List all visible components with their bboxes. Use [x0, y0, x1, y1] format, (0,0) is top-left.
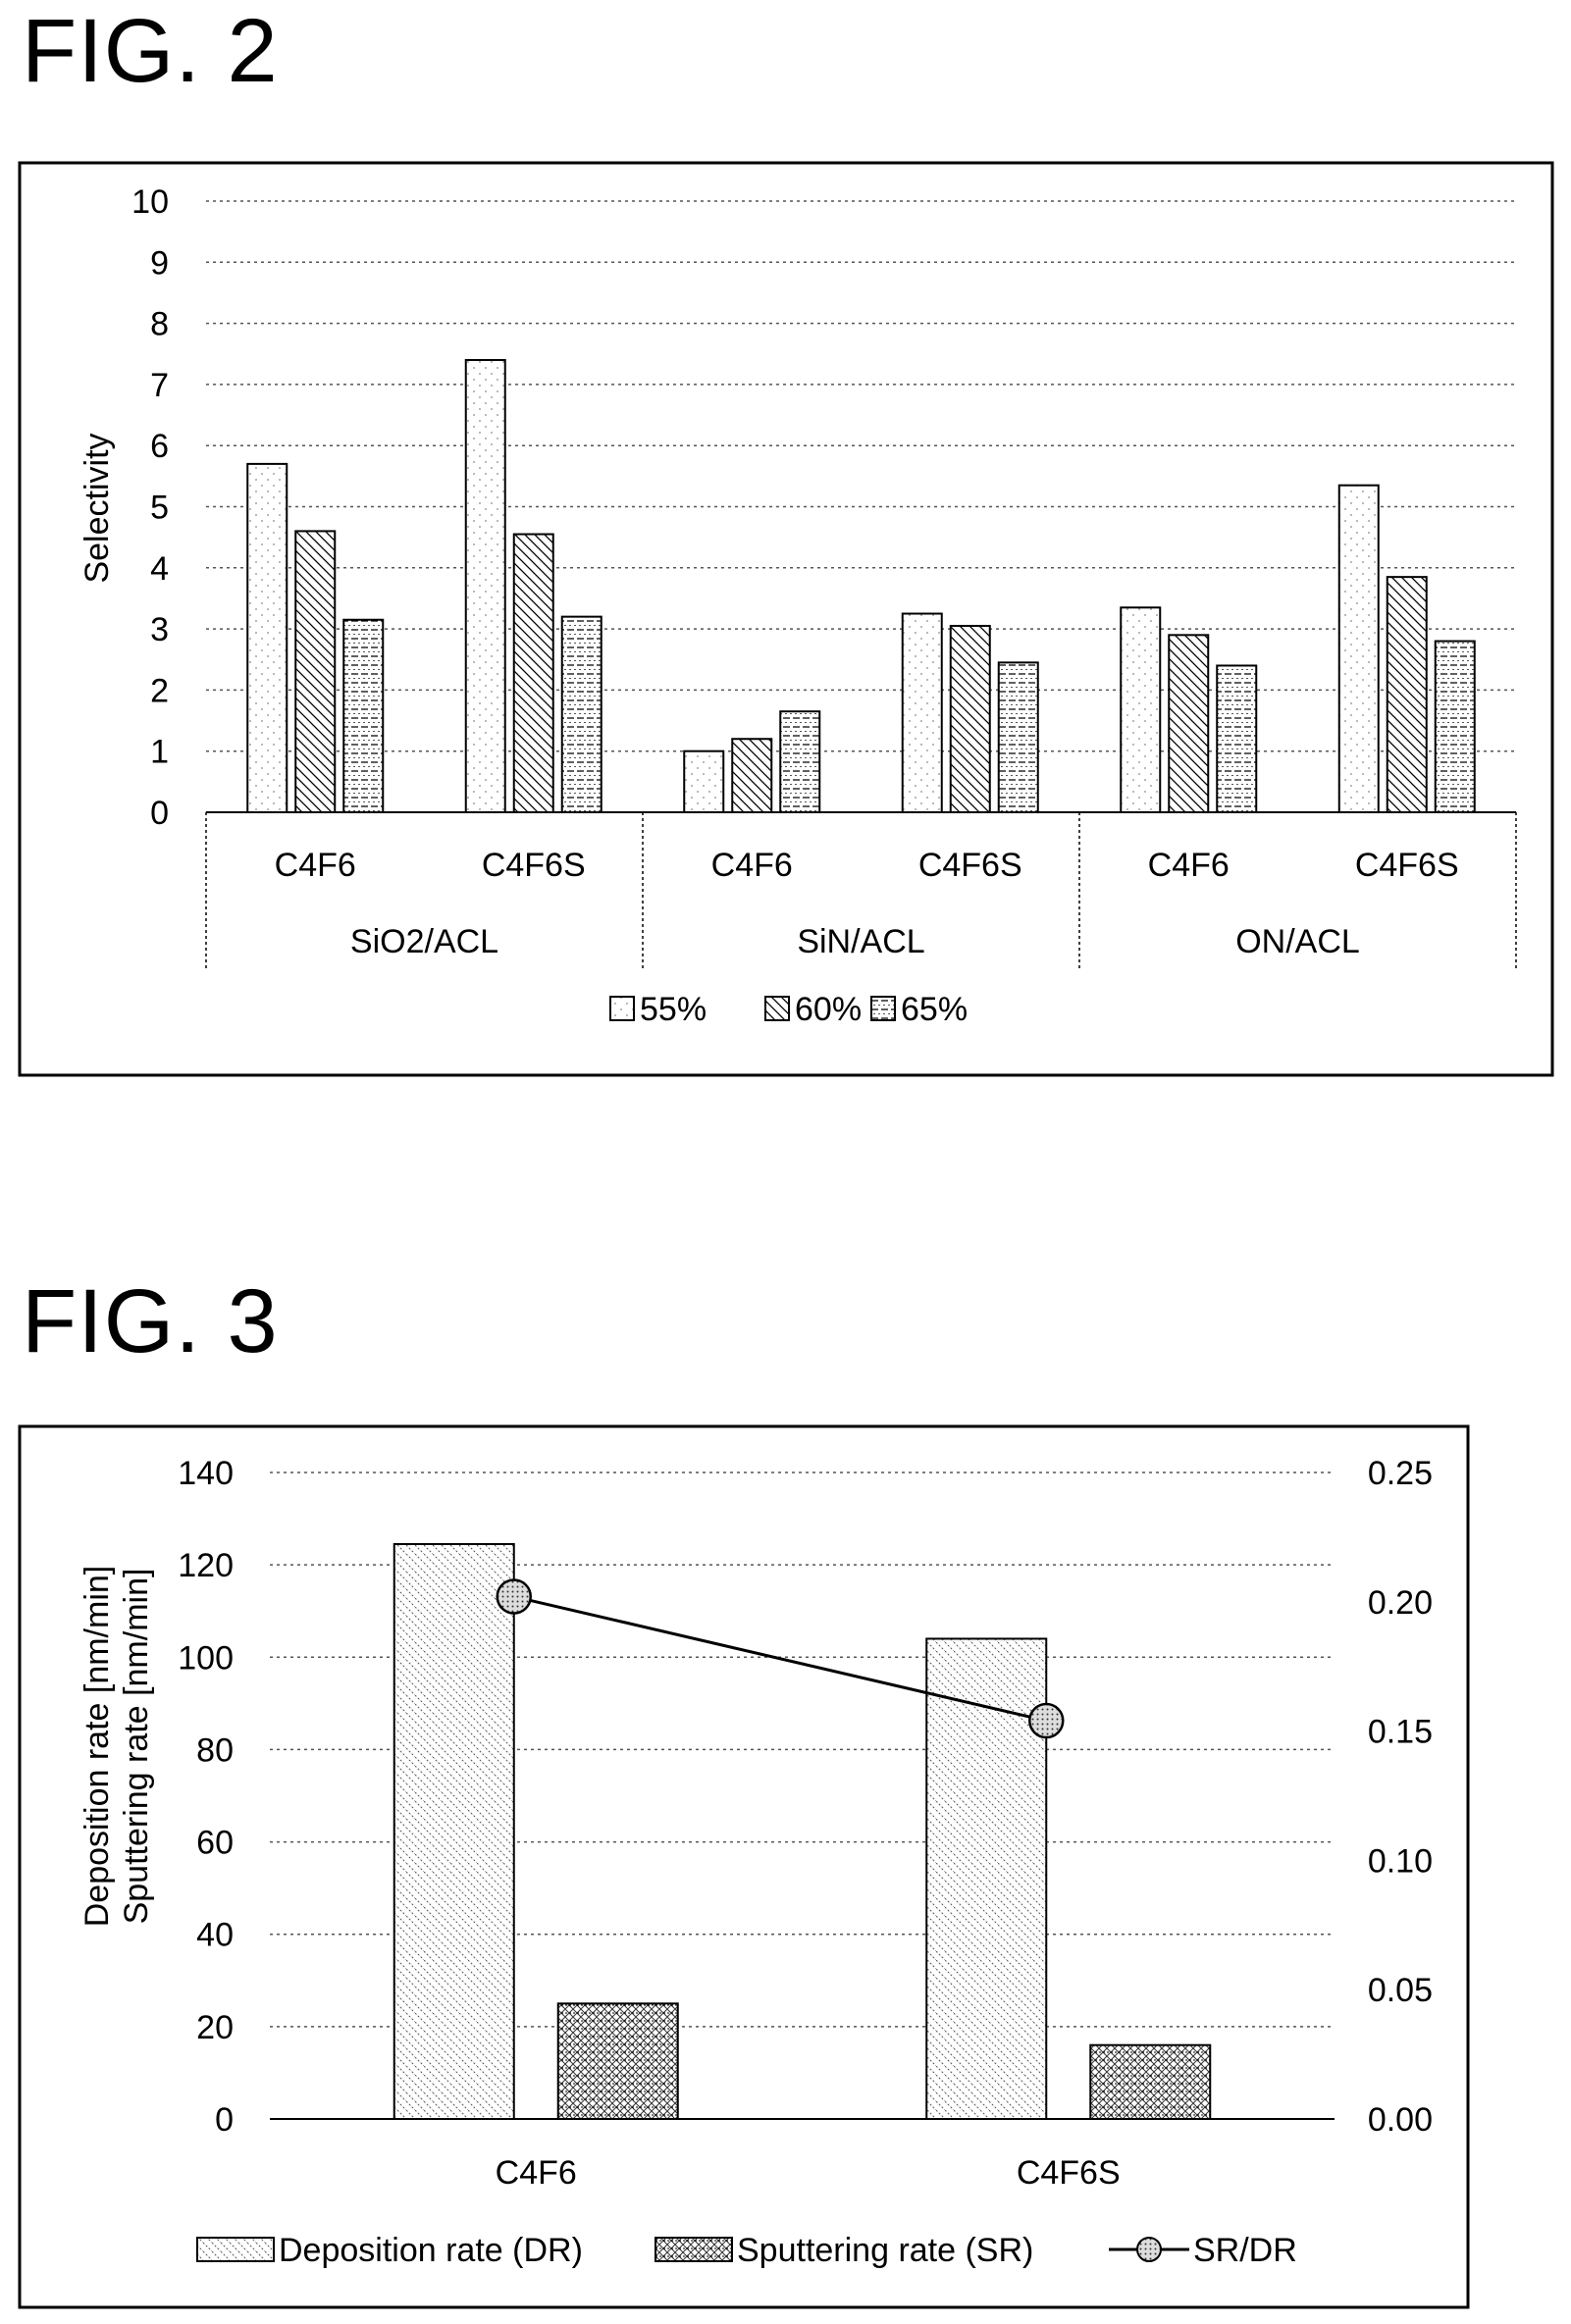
ratio-line [513, 1595, 1047, 1723]
bar-60pct-2 [731, 738, 773, 813]
ratio-point-1 [1028, 1702, 1065, 1739]
bar-65pct-0 [342, 618, 385, 813]
fig2-chart: 0 1 2 3 4 5 6 7 8 9 10 C4F6 C4F6S C4F6 C4F6S C4F6 C4F6S… [79, 183, 1517, 1028]
bar-65pct-3 [997, 661, 1039, 813]
y-tick-label: 6 [150, 428, 169, 465]
y2-tick-label: 0.10 [1368, 1842, 1433, 1880]
y-tick-label: 2 [150, 672, 169, 709]
category-label: C4F6S [918, 847, 1022, 884]
bar-60pct-4 [1168, 634, 1210, 814]
bar-55pct-3 [901, 612, 943, 814]
fig3-category-labels: C4F6 C4F6S [496, 2154, 1121, 2192]
category-label: C4F6 [496, 2154, 577, 2192]
y-tick-label: 100 [178, 1639, 234, 1677]
y-tick-label: 0 [215, 2101, 234, 2139]
y-tick-label: 120 [178, 1547, 234, 1584]
legend-swatch-sputtering [655, 2237, 733, 2262]
y-tick-label: 4 [150, 550, 169, 588]
y2-tick-label: 0.25 [1368, 1455, 1433, 1492]
bar-55pct-0 [246, 462, 288, 813]
group-label: SiO2/ACL [350, 923, 498, 960]
bar-65pct-2 [779, 710, 821, 814]
legend-label: 60% [795, 991, 862, 1028]
bar-deposition-0 [393, 1542, 515, 2120]
legend-swatch-deposition [196, 2237, 275, 2262]
y-tick-label: 0 [150, 795, 169, 832]
legend-swatch-60pct [764, 996, 790, 1021]
y2-tick-label: 0.20 [1368, 1584, 1433, 1622]
bar-sputtering-0 [556, 2002, 679, 2120]
fig2-y-axis-label: Selectivity [79, 433, 116, 583]
legend-label: 65% [901, 991, 968, 1028]
bar-deposition-1 [925, 1637, 1048, 2120]
bar-55pct-1 [464, 358, 506, 813]
fig2-gridlines [206, 200, 1516, 752]
bar-55pct-2 [683, 749, 725, 814]
y-tick-label: 10 [131, 183, 169, 221]
category-label: C4F6S [1017, 2154, 1121, 2192]
y-tick-label: 8 [150, 306, 169, 343]
y2-tick-label: 0.00 [1368, 2101, 1433, 2139]
legend-label: 55% [640, 991, 707, 1028]
fig3-chart-frame [18, 1424, 1470, 2309]
bar-65pct-1 [560, 615, 602, 814]
y-tick-label: 5 [150, 490, 169, 527]
fig3-title: FIG. 3 [22, 1271, 279, 1371]
bar-65pct-5 [1434, 640, 1476, 813]
bar-55pct-5 [1337, 484, 1380, 813]
group-label: ON/ACL [1235, 923, 1360, 960]
bar-65pct-4 [1216, 664, 1258, 813]
bar-60pct-3 [949, 624, 991, 813]
fig3-y2-tick-labels: 0.00 0.05 0.10 0.15 0.20 0.25 [1368, 1455, 1433, 2139]
y-tick-label: 3 [150, 611, 169, 648]
category-label: C4F6S [1355, 847, 1459, 884]
legend-swatch-ratio-marker [1136, 2237, 1162, 2262]
legend-label: Sputtering rate (SR) [737, 2232, 1033, 2269]
fig3-y-axis-label-deposition: Deposition rate [nm/min] [79, 1566, 116, 1928]
y-tick-label: 20 [196, 2009, 234, 2046]
fig2-bars [246, 358, 1476, 814]
legend-swatch-65pct [870, 996, 896, 1021]
y2-tick-label: 0.05 [1368, 1972, 1433, 2009]
fig3-y-axis-label-sputtering: Sputtering rate [nm/min] [118, 1569, 155, 1925]
category-label: C4F6 [1148, 847, 1230, 884]
fig3-ratio-line [496, 1578, 1065, 1739]
fig2-x-axis [205, 811, 1517, 971]
y-tick-label: 80 [196, 1731, 234, 1769]
y-tick-label: 60 [196, 1825, 234, 1862]
y-tick-label: 140 [178, 1455, 234, 1492]
bar-60pct-1 [512, 533, 554, 813]
legend-swatch-55pct [609, 996, 635, 1021]
fig3-legend: Deposition rate (DR) Sputtering rate (SR)… [196, 2232, 1297, 2269]
y-tick-label: 40 [196, 1917, 234, 1954]
bar-55pct-4 [1120, 606, 1162, 813]
bar-60pct-5 [1386, 576, 1428, 814]
y-tick-label: 1 [150, 734, 169, 771]
legend-label: Deposition rate (DR) [279, 2232, 583, 2269]
fig2-category-labels: C4F6 C4F6S C4F6 C4F6S C4F6 C4F6S [275, 847, 1459, 884]
bar-60pct-0 [294, 530, 337, 813]
bar-sputtering-1 [1089, 2043, 1212, 2121]
category-label: C4F6 [711, 847, 793, 884]
fig2-y-tick-labels: 0 1 2 3 4 5 6 7 8 9 10 [131, 183, 169, 832]
legend-label: SR/DR [1193, 2232, 1297, 2269]
y-tick-label: 7 [150, 367, 169, 404]
fig3-y-tick-labels: 0 20 40 60 80 100 120 140 [178, 1455, 234, 2139]
category-label: C4F6S [482, 847, 586, 884]
y-tick-label: 9 [150, 244, 169, 282]
fig2-title: FIG. 2 [22, 1, 279, 101]
fig2-group-labels: SiO2/ACL SiN/ACL ON/ACL [350, 923, 1360, 960]
fig2-legend: 55% 60% 65% [609, 991, 968, 1028]
y2-tick-label: 0.15 [1368, 1714, 1433, 1751]
category-label: C4F6 [275, 847, 356, 884]
fig3-bars [393, 1542, 1212, 2121]
fig2-chart-frame [18, 161, 1554, 1077]
ratio-point-0 [496, 1578, 532, 1615]
group-label: SiN/ACL [797, 923, 924, 960]
